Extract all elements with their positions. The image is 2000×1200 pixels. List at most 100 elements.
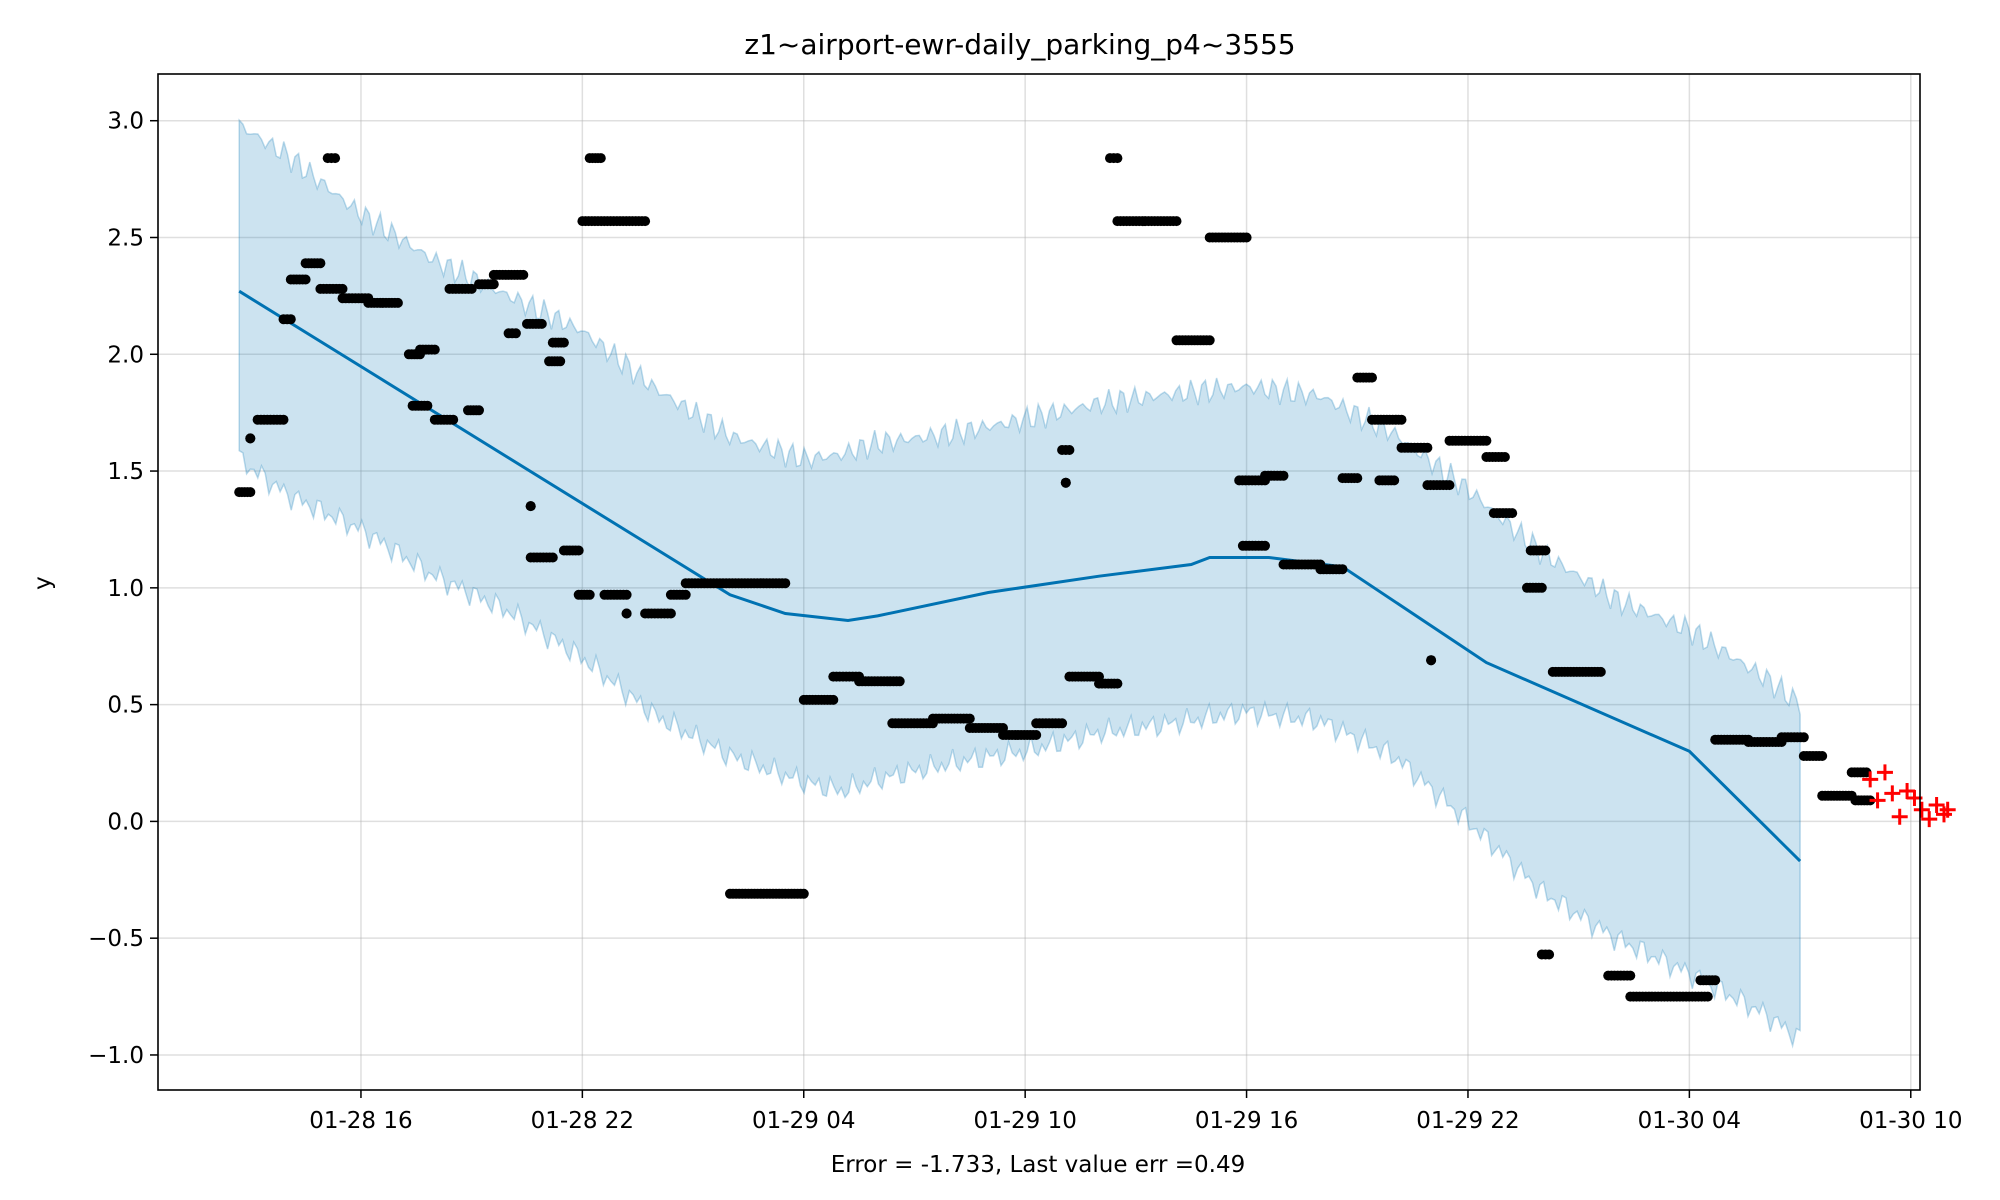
y-tick-label: 1.5	[107, 459, 144, 485]
data-point	[392, 297, 403, 308]
data-point	[1798, 732, 1809, 743]
data-point	[474, 405, 484, 416]
data-point	[525, 501, 536, 512]
data-point	[1499, 452, 1510, 462]
data-point	[1060, 477, 1071, 488]
data-point	[285, 314, 296, 325]
data-point	[1352, 473, 1363, 484]
data-point	[1540, 545, 1551, 556]
data-point	[595, 153, 606, 164]
observed-points	[234, 153, 1876, 1002]
data-point	[1444, 480, 1455, 491]
data-point	[466, 283, 477, 294]
y-axis-label: y	[30, 576, 56, 590]
chart-title: z1~airport-ewr-daily_parking_p4~3555	[744, 28, 1295, 61]
y-tick-label: 3.0	[107, 109, 144, 135]
data-point	[488, 279, 499, 290]
x-tick-label: 01-30 04	[1638, 1108, 1741, 1134]
data-point	[547, 552, 558, 563]
data-point	[1241, 232, 1252, 243]
data-point	[510, 328, 521, 339]
y-tick-label: −1.0	[88, 1043, 144, 1069]
data-point	[680, 589, 691, 600]
data-point	[1536, 582, 1547, 593]
data-point	[1817, 751, 1828, 761]
data-point	[584, 589, 595, 600]
trend-line	[238, 289, 1802, 863]
data-point	[1367, 372, 1377, 383]
data-point	[558, 337, 569, 348]
future-point	[1884, 785, 1901, 802]
x-tick-label: 01-29 16	[1195, 1108, 1298, 1134]
data-point	[1057, 718, 1068, 729]
future-point	[1891, 808, 1908, 825]
data-point	[1595, 666, 1606, 677]
data-point	[245, 487, 256, 498]
x-tick-label: 01-30 10	[1859, 1108, 1962, 1134]
grid	[158, 74, 1920, 1090]
future-point	[1876, 764, 1893, 781]
y-tick-label: 1.0	[107, 576, 144, 602]
x-axis-label: Error = -1.733, Last value err =0.49	[831, 1152, 1246, 1178]
y-tick-label: 2.0	[107, 342, 144, 368]
data-point	[1204, 335, 1215, 346]
data-point	[278, 414, 289, 425]
data-point	[422, 400, 433, 411]
data-point	[621, 589, 632, 600]
x-tick-label: 01-29 10	[973, 1108, 1076, 1134]
data-point	[640, 216, 651, 227]
y-tick-label: 0.0	[107, 809, 144, 835]
uncertainty-band	[238, 118, 1801, 1049]
data-point	[1625, 970, 1636, 981]
data-point	[828, 694, 839, 705]
x-tick-label: 01-28 16	[309, 1108, 412, 1134]
x-tick-label: 01-29 04	[752, 1108, 855, 1134]
data-point	[1112, 153, 1123, 164]
data-point	[1112, 678, 1123, 689]
y-axis-ticks: −1.0 −0.5 0.0 0.5 1.0 1.5 2.0 2.5 3.0	[88, 109, 158, 1069]
data-point	[1171, 216, 1182, 227]
y-tick-label: 2.5	[107, 225, 144, 251]
data-point	[518, 269, 529, 280]
future-point	[1899, 783, 1916, 800]
data-point	[1422, 442, 1433, 453]
future-point	[1928, 797, 1945, 814]
data-point	[798, 888, 809, 899]
plot-frame	[157, 73, 1921, 1091]
data-point	[573, 545, 584, 556]
data-point	[1031, 730, 1042, 740]
axes	[157, 73, 1921, 1091]
data-point	[429, 344, 440, 355]
future-point	[1862, 771, 1879, 788]
data-point	[665, 608, 676, 619]
data-point	[780, 578, 791, 589]
future-point	[1921, 811, 1938, 828]
data-point	[1481, 435, 1492, 446]
x-tick-label: 01-29 22	[1416, 1108, 1519, 1134]
future-point	[1913, 801, 1930, 818]
trend-line-path	[238, 289, 1802, 863]
data-point	[1396, 414, 1407, 425]
x-tick-label: 01-28 22	[531, 1108, 634, 1134]
data-point	[536, 318, 547, 329]
data-point	[1389, 475, 1400, 486]
data-point	[894, 676, 905, 687]
data-point	[1260, 540, 1270, 551]
data-point	[1064, 445, 1075, 455]
data-point	[555, 356, 566, 367]
data-point	[621, 608, 632, 619]
y-tick-label: 0.5	[107, 693, 144, 719]
data-point	[1278, 470, 1289, 481]
data-point	[337, 283, 348, 294]
data-point	[1710, 975, 1721, 986]
data-point	[1426, 655, 1437, 666]
uncertainty-band-area	[238, 118, 1801, 1049]
data-point	[315, 258, 326, 269]
x-axis-ticks: 01-28 16 01-28 22 01-29 04 01-29 10 01-29 16…	[309, 1090, 1962, 1134]
y-tick-label: −0.5	[88, 926, 144, 952]
data-point	[1702, 991, 1713, 1002]
data-point	[245, 433, 256, 444]
data-point	[1544, 949, 1555, 960]
